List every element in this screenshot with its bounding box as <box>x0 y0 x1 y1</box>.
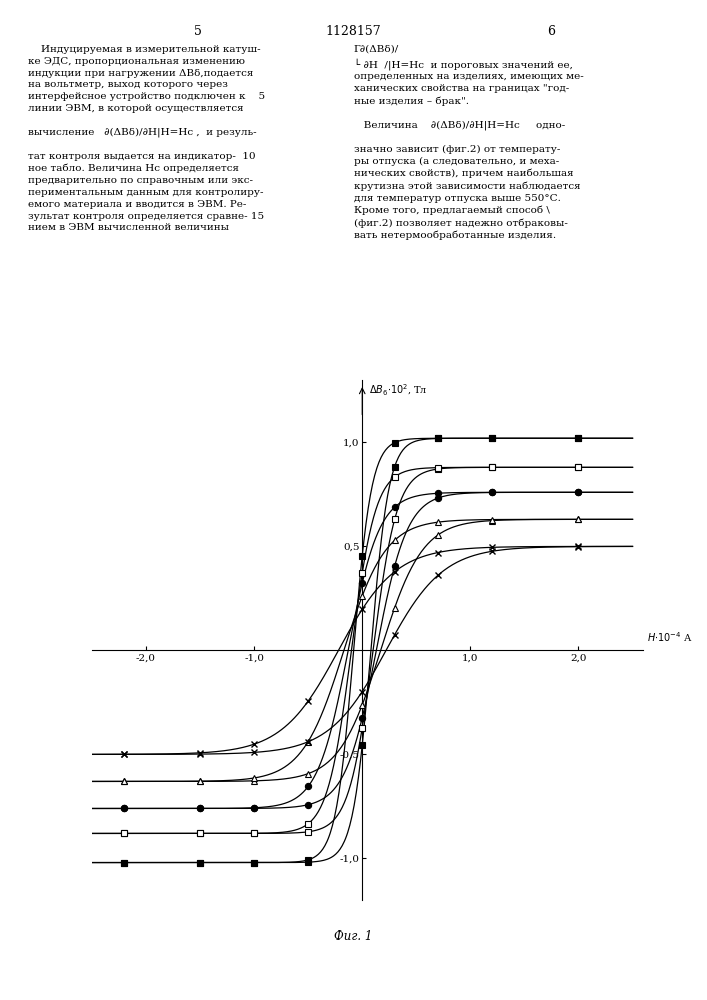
Text: Г∂(ΔBδ)/
└ ∂H  /|H=Hc  и пороговых значений ее,
определенных на изделиях, имеющи: Г∂(ΔBδ)/ └ ∂H /|H=Hc и пороговых значени… <box>354 45 583 240</box>
Text: $\Delta B_6{\cdot}10^2$, Тл: $\Delta B_6{\cdot}10^2$, Тл <box>369 383 428 398</box>
Text: $H{\cdot}10^{-4}$ А: $H{\cdot}10^{-4}$ А <box>647 630 692 644</box>
Text: Фиг. 1: Фиг. 1 <box>334 930 373 943</box>
Text: 1128157: 1128157 <box>326 25 381 38</box>
Text: 5: 5 <box>194 25 202 38</box>
Text: 6: 6 <box>547 25 556 38</box>
Text: Индуцируемая в измерительной катуш-
ке ЭДС, пропорциональная изменению
индукции : Индуцируемая в измерительной катуш- ке Э… <box>28 45 265 232</box>
